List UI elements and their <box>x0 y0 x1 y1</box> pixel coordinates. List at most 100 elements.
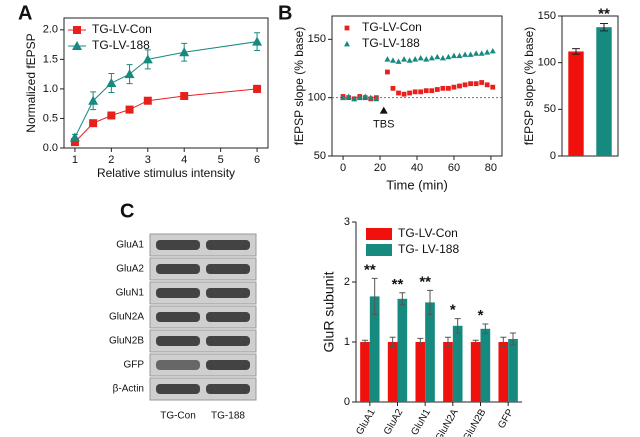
marker <box>412 89 418 95</box>
marker <box>457 83 462 89</box>
band-label: β-Actin <box>113 384 144 395</box>
x-axis-title: Relative stimulus intensity <box>97 166 235 180</box>
marker <box>72 41 82 50</box>
marker <box>450 52 457 59</box>
marker <box>407 90 413 96</box>
marker <box>73 26 81 34</box>
blot-strip <box>149 281 257 305</box>
bar <box>480 328 491 402</box>
marker <box>434 87 440 92</box>
y-tick-label: 50 <box>314 150 326 162</box>
significance: ** <box>392 276 404 293</box>
marker <box>106 78 117 87</box>
bar <box>508 339 518 402</box>
blot-strip <box>149 329 257 353</box>
y-tick-label: 2 <box>344 276 350 288</box>
marker <box>362 93 369 99</box>
blot-band <box>206 336 250 346</box>
y-axis-title: fEPSP slope (% base) <box>522 27 536 146</box>
error-bar <box>361 339 368 345</box>
y-tick-label: 3 <box>344 216 350 228</box>
bar <box>397 298 408 402</box>
y-tick-label: 150 <box>308 33 326 45</box>
significance: ** <box>364 261 376 278</box>
error-bar <box>482 323 489 335</box>
annotation: TBS <box>373 119 394 131</box>
x-tick-label: 20 <box>374 162 386 174</box>
marker <box>401 56 408 62</box>
legend-label: TG-LV-Con <box>92 22 152 36</box>
marker <box>479 80 485 85</box>
marker <box>179 47 190 57</box>
blot-band <box>156 288 200 298</box>
y-tick-label: 0 <box>344 396 350 408</box>
bar <box>360 342 370 402</box>
error-bar <box>472 339 479 345</box>
panel-letter: B <box>278 2 292 24</box>
lane-label: TG-188 <box>211 411 245 422</box>
y-tick-label: 1 <box>344 336 350 348</box>
marker <box>344 25 350 31</box>
legend-label: TG-LV-188 <box>362 36 420 50</box>
bar <box>369 296 380 402</box>
marker <box>390 85 396 91</box>
bar <box>470 342 481 402</box>
x-tick-label: 80 <box>485 162 497 174</box>
significance: * <box>450 302 456 319</box>
blot-band <box>156 240 200 250</box>
plot-frame <box>561 15 619 157</box>
marker <box>489 48 496 54</box>
x-tick-label: 5 <box>218 154 224 166</box>
blot-band <box>206 384 250 394</box>
marker <box>440 85 446 91</box>
error-bar <box>572 48 580 55</box>
x-tick-label: 40 <box>411 162 423 174</box>
legend-label: TG- LV-188 <box>398 242 459 256</box>
significance: ** <box>598 5 610 22</box>
marker <box>423 88 429 94</box>
panel-letter: C <box>120 200 134 222</box>
y-tick-label: 100 <box>308 92 326 104</box>
y-tick-label: 50 <box>544 103 556 115</box>
marker <box>345 93 352 99</box>
marker <box>389 57 396 63</box>
marker <box>142 54 153 64</box>
band-label: GluN2A <box>109 312 144 323</box>
blot-strip <box>149 377 257 401</box>
bar <box>568 51 584 156</box>
marker <box>484 82 490 88</box>
significance: * <box>478 307 484 324</box>
error-bar <box>510 332 517 346</box>
bar <box>387 342 398 402</box>
legend-swatch <box>366 228 392 240</box>
error-bar <box>500 336 507 348</box>
marker <box>384 56 391 62</box>
legend-swatch <box>366 244 392 256</box>
blot-band <box>156 384 200 394</box>
bar <box>596 27 612 157</box>
x-tick-label: 3 <box>145 154 151 166</box>
marker <box>462 82 468 88</box>
bar <box>452 325 463 402</box>
bar <box>415 342 426 402</box>
marker <box>445 53 452 60</box>
x-tick-label: 2 <box>108 154 114 166</box>
plot-frame <box>63 17 269 149</box>
y-axis-title: GluR subunit <box>321 271 337 352</box>
marker <box>340 94 347 101</box>
marker <box>143 96 152 105</box>
blot-strip <box>149 257 257 281</box>
marker <box>473 50 480 56</box>
bar <box>443 342 453 402</box>
marker <box>344 41 350 47</box>
y-tick-label: 0.5 <box>43 112 58 124</box>
error-bar <box>417 337 424 347</box>
blot-strip <box>149 305 257 329</box>
blot-band <box>206 288 250 298</box>
band-label: GFP <box>123 360 144 371</box>
band-label: GluA1 <box>116 240 144 251</box>
marker <box>473 81 479 87</box>
marker <box>70 138 79 147</box>
error-bar <box>444 336 451 348</box>
marker <box>429 88 435 94</box>
